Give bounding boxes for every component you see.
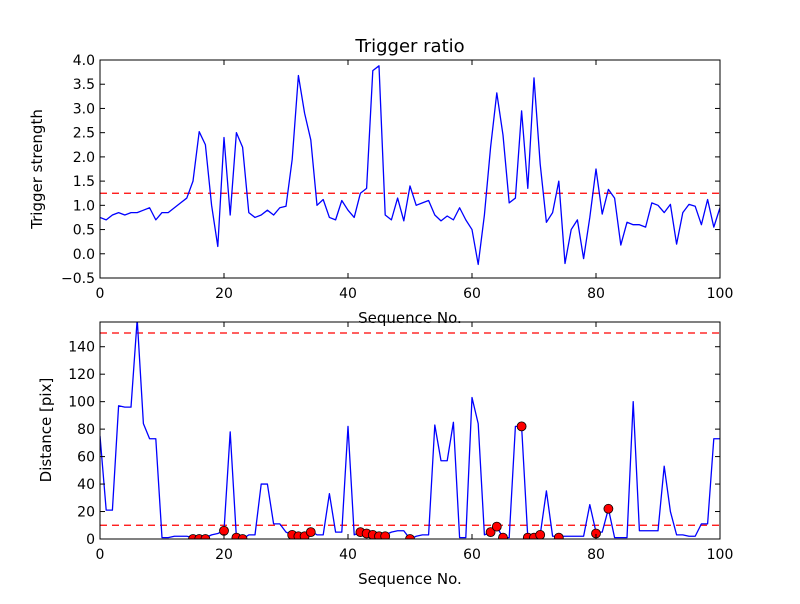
top-x-tick-label: 80 xyxy=(587,286,605,302)
top-y-tick-label: 1.5 xyxy=(73,174,95,190)
bottom-marker-point xyxy=(535,529,546,539)
top-y-tick-label: 3.5 xyxy=(73,77,95,93)
top-y-tick-label: 0.5 xyxy=(73,223,95,239)
bottom-x-tick-label: 0 xyxy=(96,547,105,563)
bottom-marker-point xyxy=(200,534,211,539)
top-x-tick-label: 20 xyxy=(215,286,233,302)
bottom-x-ticks: 0 20 40 60 80 100 xyxy=(96,322,734,563)
bottom-marker-point xyxy=(498,532,508,539)
bottom-y-tick-label: 100 xyxy=(68,395,95,411)
top-clipped-group xyxy=(100,65,720,266)
bottom-y-tick-label: 120 xyxy=(68,367,95,383)
bottom-x-axis-label: Sequence No. xyxy=(358,570,462,588)
top-axes-frame xyxy=(99,59,721,279)
top-y-ticks: −0.5 0.0 0.5 1.0 1.5 2.0 2.5 3.0 3.5 4.0 xyxy=(61,53,720,287)
bottom-marker-point xyxy=(553,532,564,539)
bottom-y-axis-label: Distance [pix] xyxy=(37,378,55,483)
top-x-tick-label: 100 xyxy=(707,286,734,302)
bottom-x-tick-label: 20 xyxy=(215,547,233,563)
bottom-marker-point xyxy=(405,534,415,539)
bottom-y-tick-label: 0 xyxy=(86,532,95,548)
top-chart-title: Trigger ratio xyxy=(354,36,464,57)
top-x-tick-label: 0 xyxy=(96,286,105,302)
bottom-subplot: 0 20 40 60 80 100 0 20 40 60 80 100 120 140 Sequence… xyxy=(37,321,734,588)
top-plot-area xyxy=(100,65,720,266)
top-y-tick-label: 0.0 xyxy=(73,247,95,263)
bottom-y-tick-label: 20 xyxy=(77,505,95,521)
bottom-y-tick-label: 40 xyxy=(77,477,95,493)
bottom-x-tick-label: 80 xyxy=(587,547,605,563)
top-x-tick-label: 40 xyxy=(339,286,357,302)
top-y-tick-label: −0.5 xyxy=(61,271,95,287)
bottom-marker-point xyxy=(485,527,496,538)
bottom-marker-point xyxy=(237,534,248,539)
top-x-tick-label: 60 xyxy=(463,286,481,302)
bottom-marker-point xyxy=(380,531,391,539)
top-y-tick-label: 2.5 xyxy=(73,126,95,142)
top-series-line xyxy=(100,65,720,266)
bottom-y-tick-label: 140 xyxy=(68,340,95,356)
bottom-plot-area xyxy=(100,322,720,539)
bottom-axes-frame xyxy=(99,321,721,540)
top-subplot: 0 20 40 60 80 100 −0.5 0.0 0.5 1.0 1.5 2.0 2.5 3.0 3.… xyxy=(28,36,733,327)
bottom-x-tick-label: 60 xyxy=(463,547,481,563)
bottom-marker-point xyxy=(603,503,614,514)
bottom-marker-point xyxy=(516,421,527,432)
top-x-axis-label: Sequence No. xyxy=(358,309,462,327)
bottom-y-tick-label: 80 xyxy=(77,422,95,438)
top-y-tick-label: 2.0 xyxy=(73,150,95,166)
top-y-tick-label: 4.0 xyxy=(73,53,95,69)
bottom-y-ticks: 0 20 40 60 80 100 120 140 xyxy=(68,340,720,548)
top-y-axis-label: Trigger strength xyxy=(28,109,46,230)
bottom-x-tick-label: 40 xyxy=(339,547,357,563)
top-y-tick-label: 3.0 xyxy=(73,101,95,117)
top-y-tick-label: 1.0 xyxy=(73,198,95,214)
bottom-clipped-group xyxy=(100,322,720,539)
bottom-marker-point xyxy=(219,525,229,536)
bottom-x-tick-label: 100 xyxy=(707,547,734,563)
bottom-marker-point xyxy=(491,521,502,532)
bottom-marker-point xyxy=(305,527,316,538)
top-x-ticks: 0 20 40 60 80 100 xyxy=(96,60,734,302)
bottom-y-tick-label: 60 xyxy=(77,450,95,466)
